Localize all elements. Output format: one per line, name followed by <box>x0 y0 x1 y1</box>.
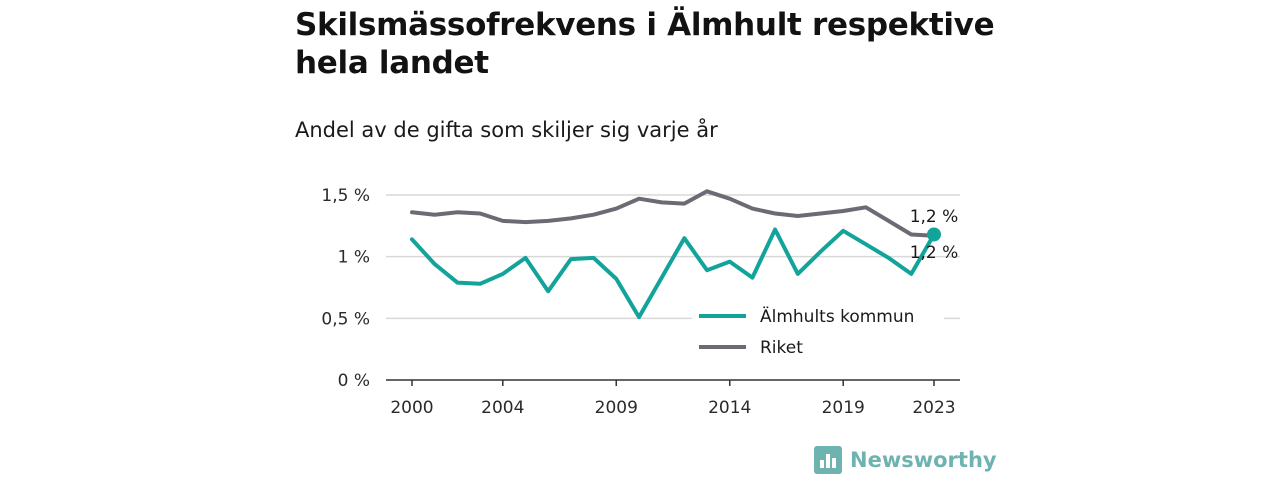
axis-layer: 0 % 0,5 % 1 % 1,5 % 2000 2004 2009 2014 2019 2023 <box>321 186 960 418</box>
legend-item-almhult: Älmhults kommun <box>692 306 944 330</box>
newsworthy-logo: Newsworthy <box>814 446 997 474</box>
chart-subtitle: Andel av de gifta som skiljer sig varje … <box>295 118 718 142</box>
end-point-almhult <box>927 227 941 242</box>
x-tick-label: 2004 <box>481 398 524 418</box>
brand-name: Newsworthy <box>850 448 997 472</box>
end-label-almhult: 1,2 % <box>910 243 959 263</box>
y-tick-label: 0 % <box>338 371 370 391</box>
series-line-almhult <box>410 227 936 320</box>
chart-title: Skilsmässofrekvens i Älmhult respektive … <box>295 7 995 81</box>
series-line-riket <box>410 189 936 238</box>
y-tick-label: 1,5 % <box>321 186 370 206</box>
legend-item-riket: Riket <box>692 337 944 361</box>
x-tick-label: 2000 <box>390 398 433 418</box>
y-tick-label: 1 % <box>338 248 370 268</box>
x-tick-label: 2019 <box>822 398 865 418</box>
x-tick-label: 2009 <box>595 398 638 418</box>
series-layer <box>410 189 941 320</box>
newsworthy-bars-icon <box>814 446 842 474</box>
legend: Älmhults kommun Riket <box>692 306 944 361</box>
end-labels: 1,2 % 1,2 % <box>910 207 959 263</box>
y-tick-label: 0,5 % <box>321 309 370 329</box>
legend-label: Älmhults kommun <box>760 306 914 327</box>
x-tick-label: 2023 <box>912 398 955 418</box>
x-tick-label: 2014 <box>708 398 751 418</box>
legend-label: Riket <box>760 338 803 358</box>
end-label-riket: 1,2 % <box>910 207 959 227</box>
